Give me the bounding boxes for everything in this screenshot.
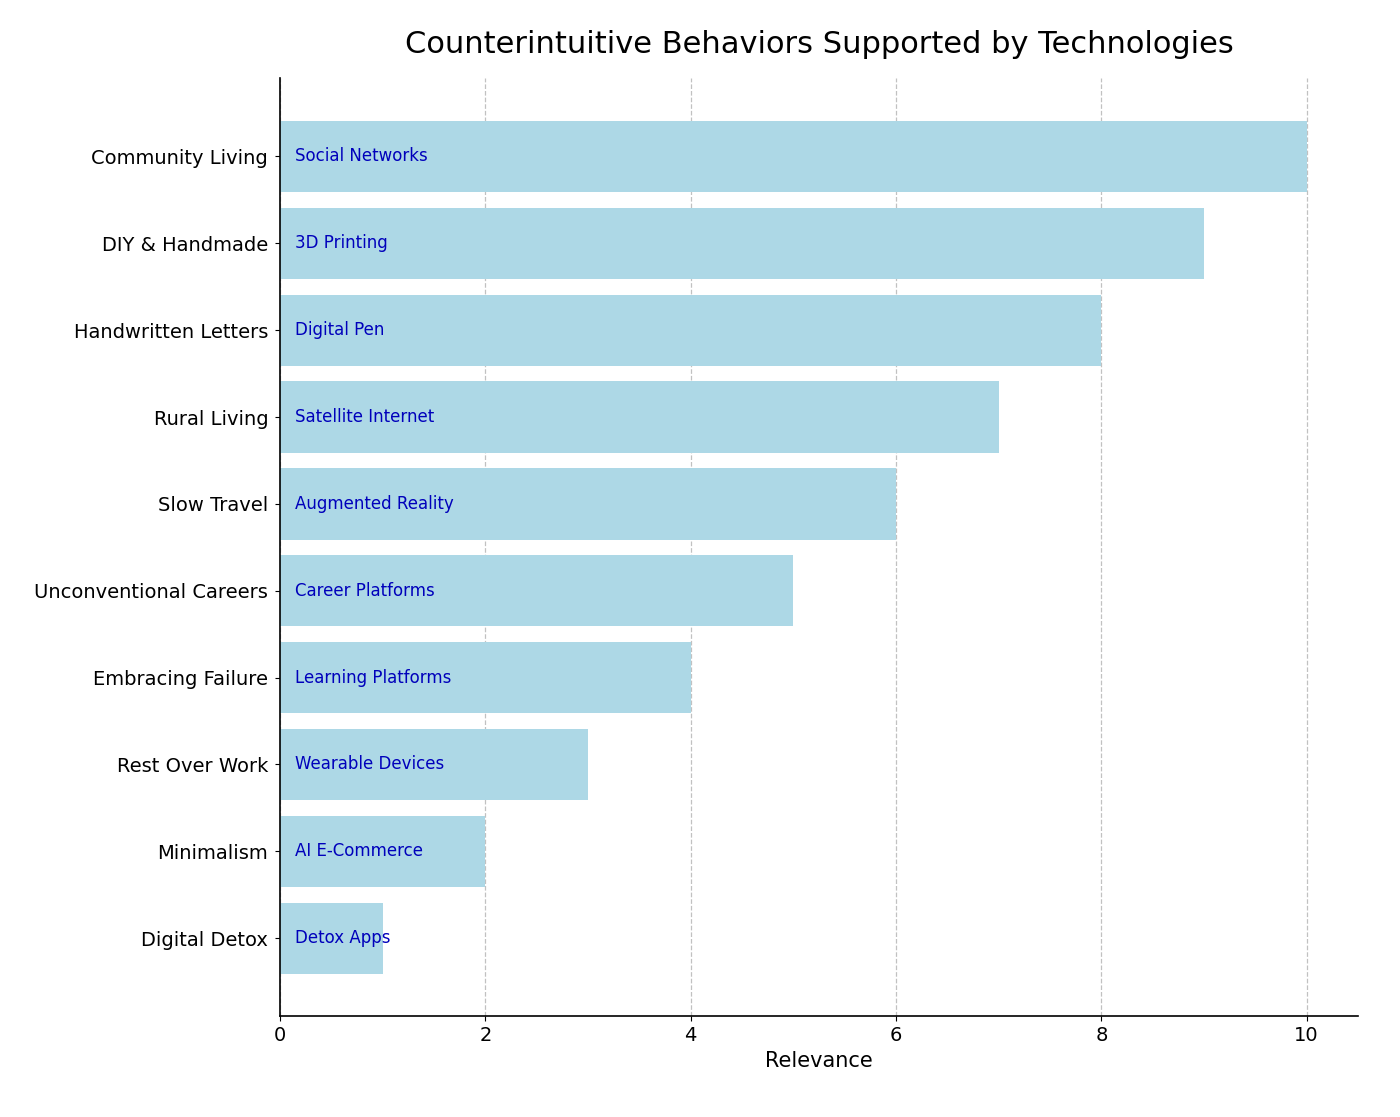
Text: Digital Pen: Digital Pen bbox=[295, 322, 385, 340]
Text: Learning Platforms: Learning Platforms bbox=[295, 669, 452, 687]
Text: Augmented Reality: Augmented Reality bbox=[295, 495, 454, 513]
Bar bbox=[280, 208, 1204, 279]
Bar bbox=[280, 121, 1306, 192]
Bar bbox=[280, 555, 794, 627]
Bar bbox=[280, 381, 998, 452]
Text: Career Platforms: Career Platforms bbox=[295, 582, 435, 600]
X-axis label: Relevance: Relevance bbox=[766, 1051, 872, 1071]
Bar bbox=[280, 815, 486, 887]
Bar bbox=[280, 642, 690, 714]
Bar bbox=[280, 468, 896, 540]
Text: Satellite Internet: Satellite Internet bbox=[295, 408, 434, 426]
Text: AI E-Commerce: AI E-Commerce bbox=[295, 842, 423, 860]
Bar bbox=[280, 903, 382, 974]
Bar bbox=[280, 295, 1102, 365]
Text: Detox Apps: Detox Apps bbox=[295, 929, 391, 947]
Bar bbox=[280, 729, 588, 800]
Text: Wearable Devices: Wearable Devices bbox=[295, 755, 445, 773]
Title: Counterintuitive Behaviors Supported by Technologies: Counterintuitive Behaviors Supported by … bbox=[405, 30, 1233, 59]
Text: Social Networks: Social Networks bbox=[295, 147, 428, 165]
Text: 3D Printing: 3D Printing bbox=[295, 235, 388, 252]
